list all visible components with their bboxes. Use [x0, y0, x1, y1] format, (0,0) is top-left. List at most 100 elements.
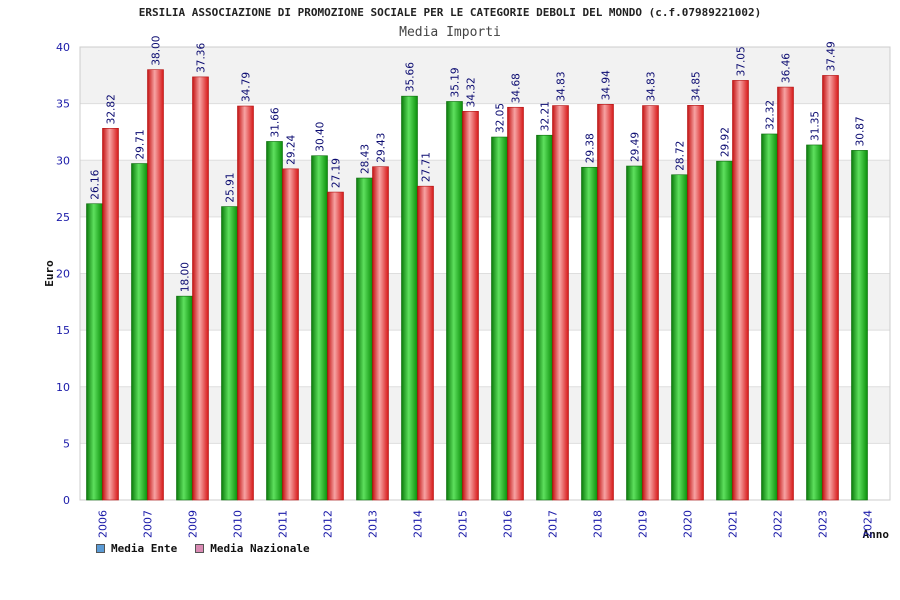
data-label: 34.83	[556, 71, 568, 101]
grid-band	[80, 160, 890, 217]
data-label: 29.92	[720, 127, 732, 157]
data-label: 28.43	[360, 144, 372, 174]
data-label: 36.46	[781, 53, 793, 83]
bar-media-ente	[851, 150, 868, 501]
bar-media-nazionale	[507, 106, 524, 501]
chart-subtitle: Media Importi	[399, 25, 501, 40]
grid-band	[80, 216, 890, 274]
x-tick-label: 2010	[232, 510, 245, 538]
data-label: 18.00	[180, 262, 192, 292]
data-label: 34.85	[691, 71, 703, 101]
y-tick-label: 5	[63, 437, 70, 450]
bar-media-ente	[581, 166, 598, 501]
bar-media-nazionale	[282, 168, 299, 501]
data-label: 30.87	[855, 116, 867, 146]
bar-media-ente	[626, 165, 643, 501]
x-tick-label: 2006	[97, 510, 110, 538]
bar-media-ente	[671, 174, 688, 501]
chart-title: ERSILIA ASSOCIAZIONE DI PROMOZIONE SOCIA…	[138, 6, 762, 19]
x-tick-label: 2019	[637, 510, 650, 538]
legend-swatch-media-nazionale	[195, 544, 205, 553]
bar-media-nazionale	[192, 76, 209, 501]
y-tick-label: 30	[56, 154, 70, 167]
x-tick-label: 2013	[367, 510, 380, 538]
x-tick-label: 2024	[862, 510, 875, 538]
legend: Media Ente Media Nazionale	[96, 542, 310, 555]
bar-media-nazionale	[372, 166, 389, 501]
y-tick-label: 35	[56, 98, 70, 111]
legend-item-media-nazionale: Media Nazionale	[195, 542, 310, 555]
data-label: 27.71	[421, 152, 433, 182]
y-tick-label: 25	[56, 211, 70, 224]
bar-media-ente	[356, 177, 373, 501]
bar-media-nazionale	[417, 185, 434, 501]
data-label: 34.83	[646, 71, 658, 101]
bar-media-ente	[446, 101, 463, 501]
bar-media-ente	[221, 206, 238, 501]
bar-media-nazionale	[732, 80, 749, 501]
data-label: 28.72	[675, 141, 687, 171]
bar-media-nazionale	[327, 191, 344, 501]
bar-media-ente	[401, 95, 418, 501]
legend-label-media-nazionale: Media Nazionale	[210, 542, 310, 555]
bar-media-ente	[806, 144, 823, 501]
x-tick-label: 2020	[682, 510, 695, 538]
bar-media-ente	[716, 160, 733, 501]
data-label: 38.00	[151, 36, 163, 66]
x-tick-label: 2009	[187, 510, 200, 538]
data-label: 25.91	[225, 173, 237, 203]
bar-media-ente	[311, 155, 328, 501]
bar-media-nazionale	[147, 69, 164, 501]
data-label: 37.36	[196, 43, 208, 73]
bar-media-ente	[266, 141, 283, 501]
x-tick-label: 2023	[817, 510, 830, 538]
data-label: 31.35	[810, 111, 822, 141]
x-tick-label: 2018	[592, 510, 605, 538]
y-axis-label: Euro	[43, 260, 56, 287]
data-label: 37.49	[826, 41, 838, 71]
y-tick-label: 0	[63, 494, 70, 507]
bar-media-nazionale	[462, 111, 479, 501]
legend-label-media-ente: Media Ente	[111, 542, 178, 555]
bar-media-ente	[176, 295, 193, 501]
y-tick-label: 40	[56, 41, 70, 54]
grid-band	[80, 443, 890, 500]
x-tick-label: 2021	[727, 510, 740, 538]
x-tick-label: 2017	[547, 510, 560, 538]
y-tick-label: 10	[56, 381, 70, 394]
bar-media-ente	[536, 134, 553, 501]
bar-media-nazionale	[552, 105, 569, 501]
bar-media-ente	[761, 133, 778, 501]
data-label: 29.49	[630, 132, 642, 162]
bar-media-nazionale	[777, 86, 794, 501]
y-tick-label: 20	[56, 268, 70, 281]
bar-media-nazionale	[102, 128, 119, 501]
grid-band	[80, 103, 890, 161]
bar-media-nazionale	[642, 105, 659, 501]
bar-media-nazionale	[822, 75, 839, 501]
grid-band	[80, 330, 890, 387]
data-label: 34.79	[241, 72, 253, 102]
data-label: 32.21	[540, 101, 552, 131]
data-label: 37.05	[736, 46, 748, 76]
bar-media-ente	[86, 203, 103, 501]
x-tick-label: 2016	[502, 510, 515, 538]
x-tick-label: 2011	[277, 510, 290, 538]
data-label: 29.71	[135, 129, 147, 159]
data-label: 29.43	[376, 133, 388, 163]
bar-media-nazionale	[687, 105, 704, 501]
data-label: 26.16	[90, 169, 102, 199]
data-label: 30.40	[315, 122, 327, 152]
bar-media-ente	[131, 163, 148, 501]
data-label: 29.38	[585, 133, 597, 163]
data-label: 29.24	[286, 134, 298, 164]
plot-frame	[79, 46, 891, 501]
data-label: 34.94	[601, 70, 613, 100]
data-label: 27.19	[331, 158, 343, 188]
data-label: 35.19	[450, 67, 462, 97]
data-label: 32.05	[495, 103, 507, 133]
data-label: 31.66	[270, 107, 282, 137]
bar-media-nazionale	[237, 105, 254, 501]
data-label: 35.66	[405, 62, 417, 92]
